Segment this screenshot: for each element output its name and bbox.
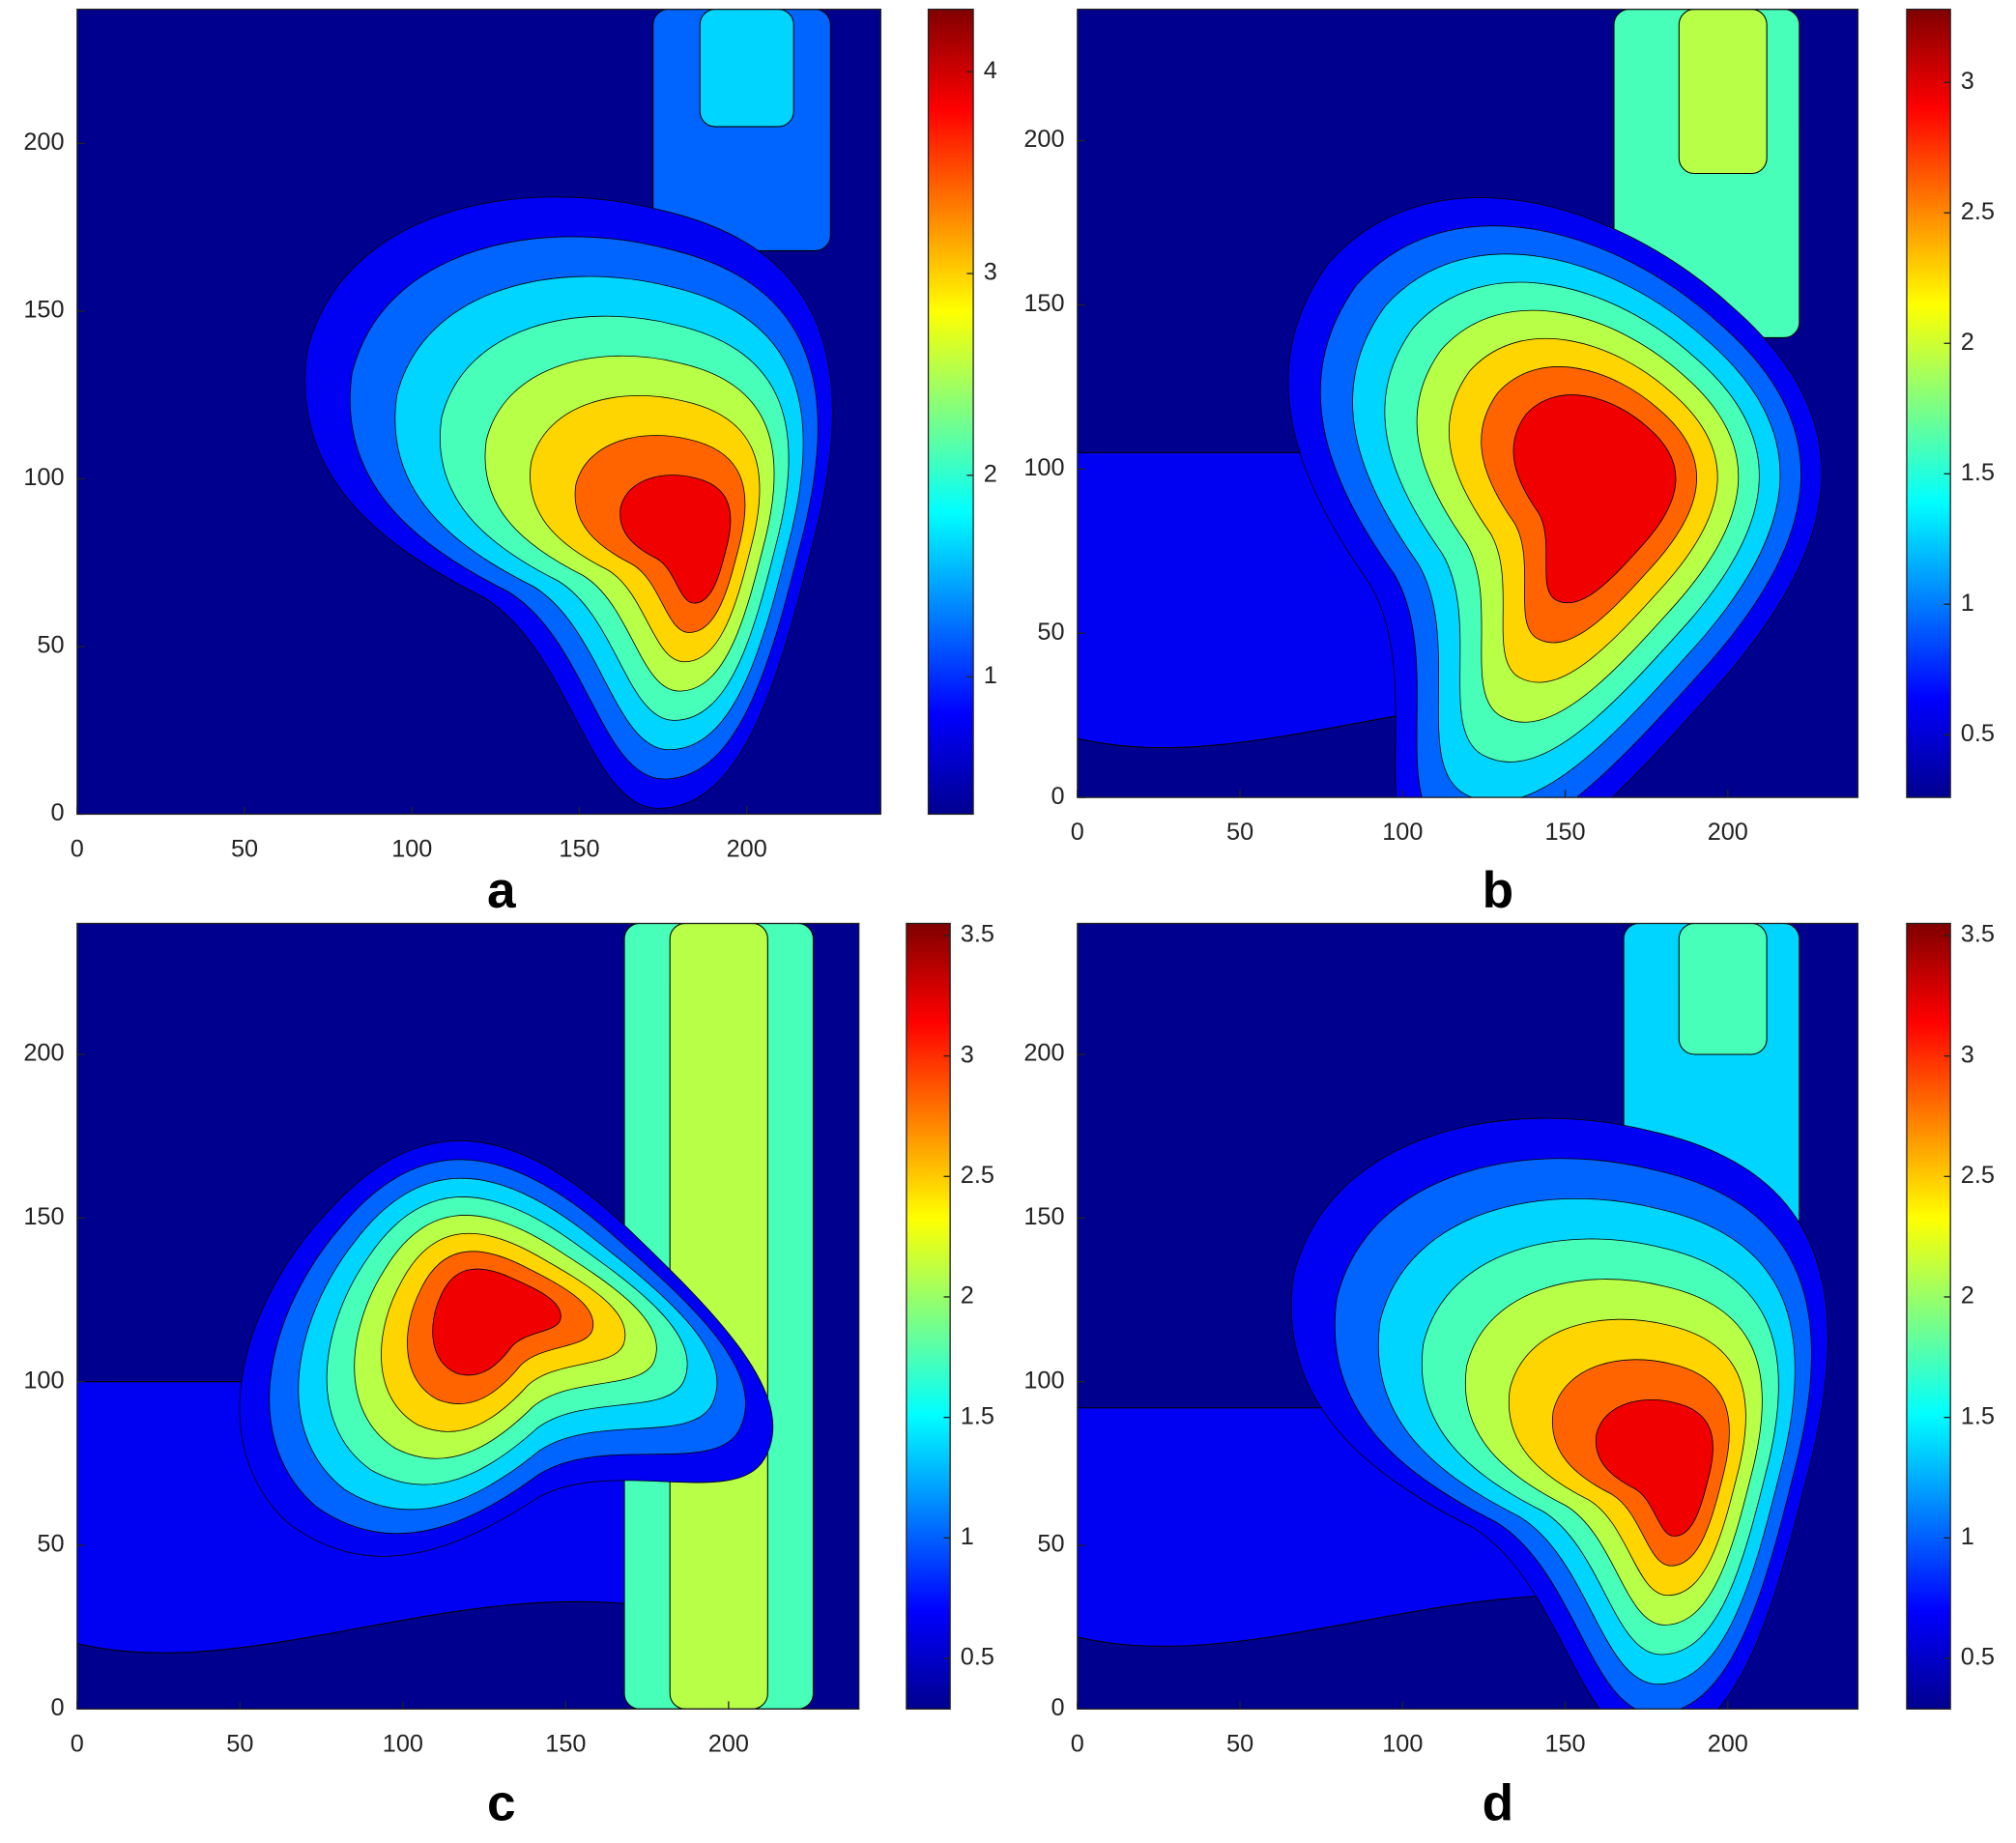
colorbar-tick-label: 0.5: [961, 1644, 994, 1671]
y-tick-label: 200: [1023, 126, 1064, 153]
colorbar-tick-label: 3: [1961, 68, 1974, 95]
y-tick-label: 50: [37, 632, 64, 659]
x-tick-label: 150: [1544, 1730, 1585, 1757]
colorbar-tick-label: 4: [984, 57, 997, 84]
axes-frame: [76, 922, 860, 1711]
x-tick-label: 150: [559, 835, 599, 862]
colorbar-tick-label: 1: [1961, 1523, 1974, 1550]
y-tick-label: 100: [23, 1367, 64, 1394]
colorbar-tick-label: 3: [961, 1041, 974, 1068]
y-tick-label: 0: [50, 799, 64, 826]
colorbar-tick-label: 1.5: [1961, 1402, 1995, 1429]
colorbar: [906, 922, 951, 1711]
colorbar-tick-label: 1: [961, 1523, 974, 1550]
x-tick-label: 50: [231, 835, 258, 862]
y-tick-label: 150: [1023, 1203, 1064, 1230]
x-tick-label: 100: [391, 835, 432, 862]
x-tick-label: 200: [1708, 1730, 1748, 1757]
y-tick-label: 50: [1037, 1531, 1064, 1558]
colorbar-tick-label: 2: [1961, 329, 1974, 356]
colorbar-tick-label: 0.5: [1961, 1644, 1995, 1671]
colorbar-tick-label: 3.5: [1961, 921, 1995, 948]
colorbar-tick-label: 2.5: [1961, 1162, 1995, 1189]
colorbar-tick-label: 2.5: [961, 1162, 994, 1189]
y-tick-label: 100: [23, 464, 64, 491]
x-tick-label: 150: [545, 1730, 586, 1757]
y-tick-label: 200: [23, 129, 64, 156]
x-tick-label: 0: [1071, 1730, 1084, 1757]
contour-region: [1678, 9, 1768, 175]
y-tick-label: 0: [50, 1694, 64, 1721]
contour-region: [1678, 923, 1768, 1055]
y-tick-label: 0: [1051, 1694, 1064, 1721]
y-tick-label: 100: [1023, 454, 1064, 481]
colorbar: [927, 8, 974, 816]
colorbar-tick-label: 1.5: [1961, 459, 1995, 486]
x-tick-label: 100: [1382, 1730, 1423, 1757]
y-tick-label: 50: [37, 1531, 64, 1558]
axes-frame: [76, 8, 881, 816]
contour-field: [1077, 9, 1858, 798]
colorbar-tick-label: 2: [1961, 1282, 1974, 1310]
panel: 0 50 100 150 200 0 50 100 150 200 c 0.5 1 1.5 2 2.5 3 3.5: [23, 921, 994, 1832]
colorbar-tick-label: 1.5: [961, 1402, 994, 1429]
x-tick-label: 200: [708, 1730, 749, 1757]
y-tick-label: 200: [23, 1040, 64, 1067]
colorbar: [1906, 8, 1951, 798]
y-tick-label: 150: [1023, 290, 1064, 317]
panel-label: a: [487, 862, 516, 919]
axes-frame: [1077, 8, 1859, 798]
colorbar-tick-label: 3: [1961, 1041, 1974, 1068]
contour-region: [1596, 1399, 1713, 1536]
x-tick-label: 50: [1226, 1730, 1253, 1757]
x-tick-label: 0: [71, 1730, 84, 1757]
contour-field: [76, 9, 881, 815]
panel: 0 50 100 150 200 0 50 100 150 200 b 0.5 1 1.5 2 2.5 3: [1023, 8, 1995, 919]
x-tick-label: 100: [383, 1730, 423, 1757]
colorbar-tick-label: 3.5: [961, 921, 994, 948]
x-tick-label: 100: [1382, 819, 1423, 846]
panel: 0 50 100 150 200 0 50 100 150 200 d 0.5 1 1.5 2 2.5 3 3.5: [1023, 921, 1995, 1832]
y-tick-label: 150: [23, 1203, 64, 1230]
contour-region: [1455, 370, 1700, 626]
panel: 0 50 100 150 200 0 50 100 150 200 a 1 2 3 4: [23, 8, 997, 919]
x-tick-label: 0: [1071, 819, 1084, 846]
x-tick-label: 0: [71, 835, 84, 862]
colorbar: [1906, 922, 1951, 1711]
y-tick-label: 200: [1023, 1040, 1064, 1067]
colorbar-tick-label: 1: [1961, 590, 1974, 617]
axes-frame: [1077, 922, 1859, 1711]
y-tick-label: 150: [23, 297, 64, 324]
colorbar-tick-label: 0.5: [1961, 720, 1995, 747]
x-tick-label: 200: [727, 835, 767, 862]
colorbar-tick-label: 2: [984, 460, 997, 487]
x-tick-label: 50: [226, 1730, 253, 1757]
x-tick-label: 150: [1544, 819, 1585, 846]
colorbar-tick-label: 1: [984, 662, 997, 689]
y-tick-label: 50: [1037, 619, 1064, 646]
contour-region: [699, 9, 794, 128]
y-tick-label: 0: [1051, 783, 1064, 810]
contour-field: [76, 923, 859, 1710]
colorbar-tick-label: 2.5: [1961, 198, 1995, 225]
contour-field: [1077, 923, 1858, 1710]
contour-region: [425, 1262, 567, 1390]
contour-region: [620, 475, 731, 604]
y-tick-label: 100: [1023, 1367, 1064, 1394]
panel-label: d: [1483, 1775, 1514, 1832]
colorbar-tick-label: 3: [984, 259, 997, 286]
panel-label: b: [1483, 862, 1514, 919]
colorbar-tick-label: 2: [961, 1282, 974, 1310]
x-tick-label: 50: [1226, 819, 1253, 846]
x-tick-label: 200: [1708, 819, 1748, 846]
panel-label: c: [487, 1775, 516, 1832]
